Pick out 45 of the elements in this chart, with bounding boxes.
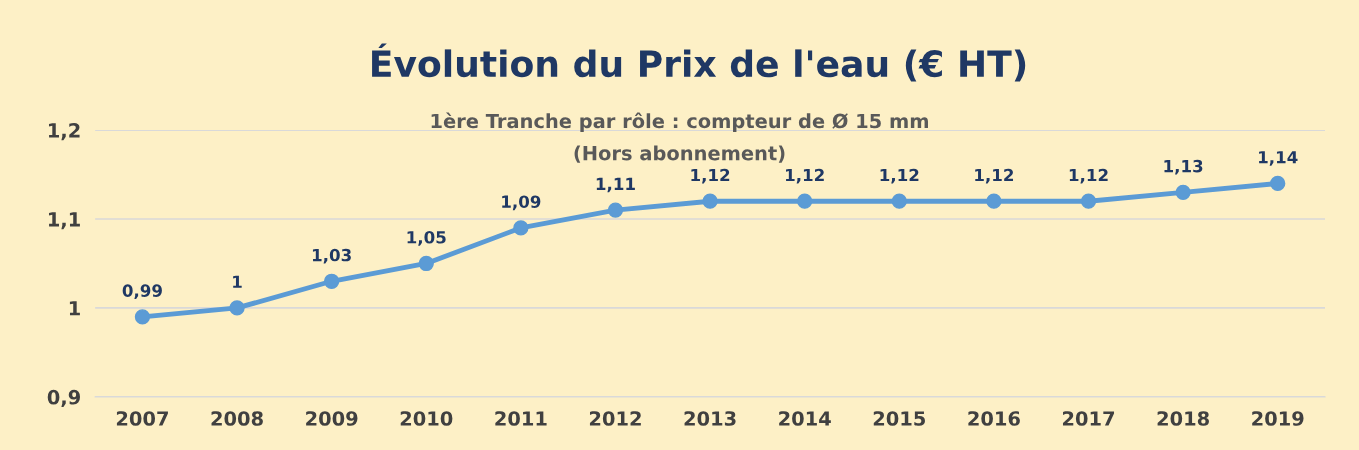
data-label: 1,05 [407,230,446,246]
point [702,193,718,209]
x-tick-label: 2015 [873,411,925,426]
y-tick-label: 1,2 [48,123,80,141]
x-tick-label: 2017 [1062,411,1115,426]
y-tick-label: 0,9 [47,389,80,408]
data-label: 1,12 [1069,168,1108,184]
x-tick-label: 2008 [211,411,263,426]
x-tick-label: 2013 [684,411,736,426]
point [1270,175,1286,192]
x-tick-label: 2019 [1252,411,1304,426]
point [1080,193,1097,209]
data-label: 1,12 [786,168,824,184]
x-tick-label: 2009 [306,411,358,426]
y-tick-label: 1 [69,301,80,316]
x-tick-label: 2018 [1157,411,1209,426]
data-label: 1,14 [1259,151,1298,166]
data-label: 1,11 [596,177,635,193]
point [986,193,1002,209]
x-tick-label: 2016 [968,411,1020,426]
x-tick-label: 2014 [779,411,831,426]
data-label: 1,09 [502,195,541,211]
data-label: 1,12 [880,168,919,184]
y-tick-label: 1,1 [48,212,80,230]
data-label: 1,13 [1164,159,1203,175]
x-tick-label: 2012 [589,411,641,426]
data-label: 1,03 [312,248,351,264]
data-label: 1,12 [691,168,730,184]
point [134,309,151,325]
point [1175,184,1191,200]
point [324,273,340,289]
point [607,202,624,218]
data-label: 0,99 [122,284,162,300]
point [797,193,813,209]
chart-title: Évolution du Prix de l'eau (€ HT) [372,43,1026,82]
x-tick-label: 2011 [495,411,547,426]
data-label: 1,12 [975,168,1014,184]
point [891,193,907,209]
chart-subtitle: 1ère Tranche par rôle : compteur de Ø 15 mm (Hors abonnement) [431,112,928,163]
point [513,220,529,236]
x-tick-label: 2007 [116,411,168,426]
x-tick-label: 2010 [400,411,453,426]
point [229,300,245,316]
data-label: 1 [233,275,242,288]
point [418,255,434,272]
